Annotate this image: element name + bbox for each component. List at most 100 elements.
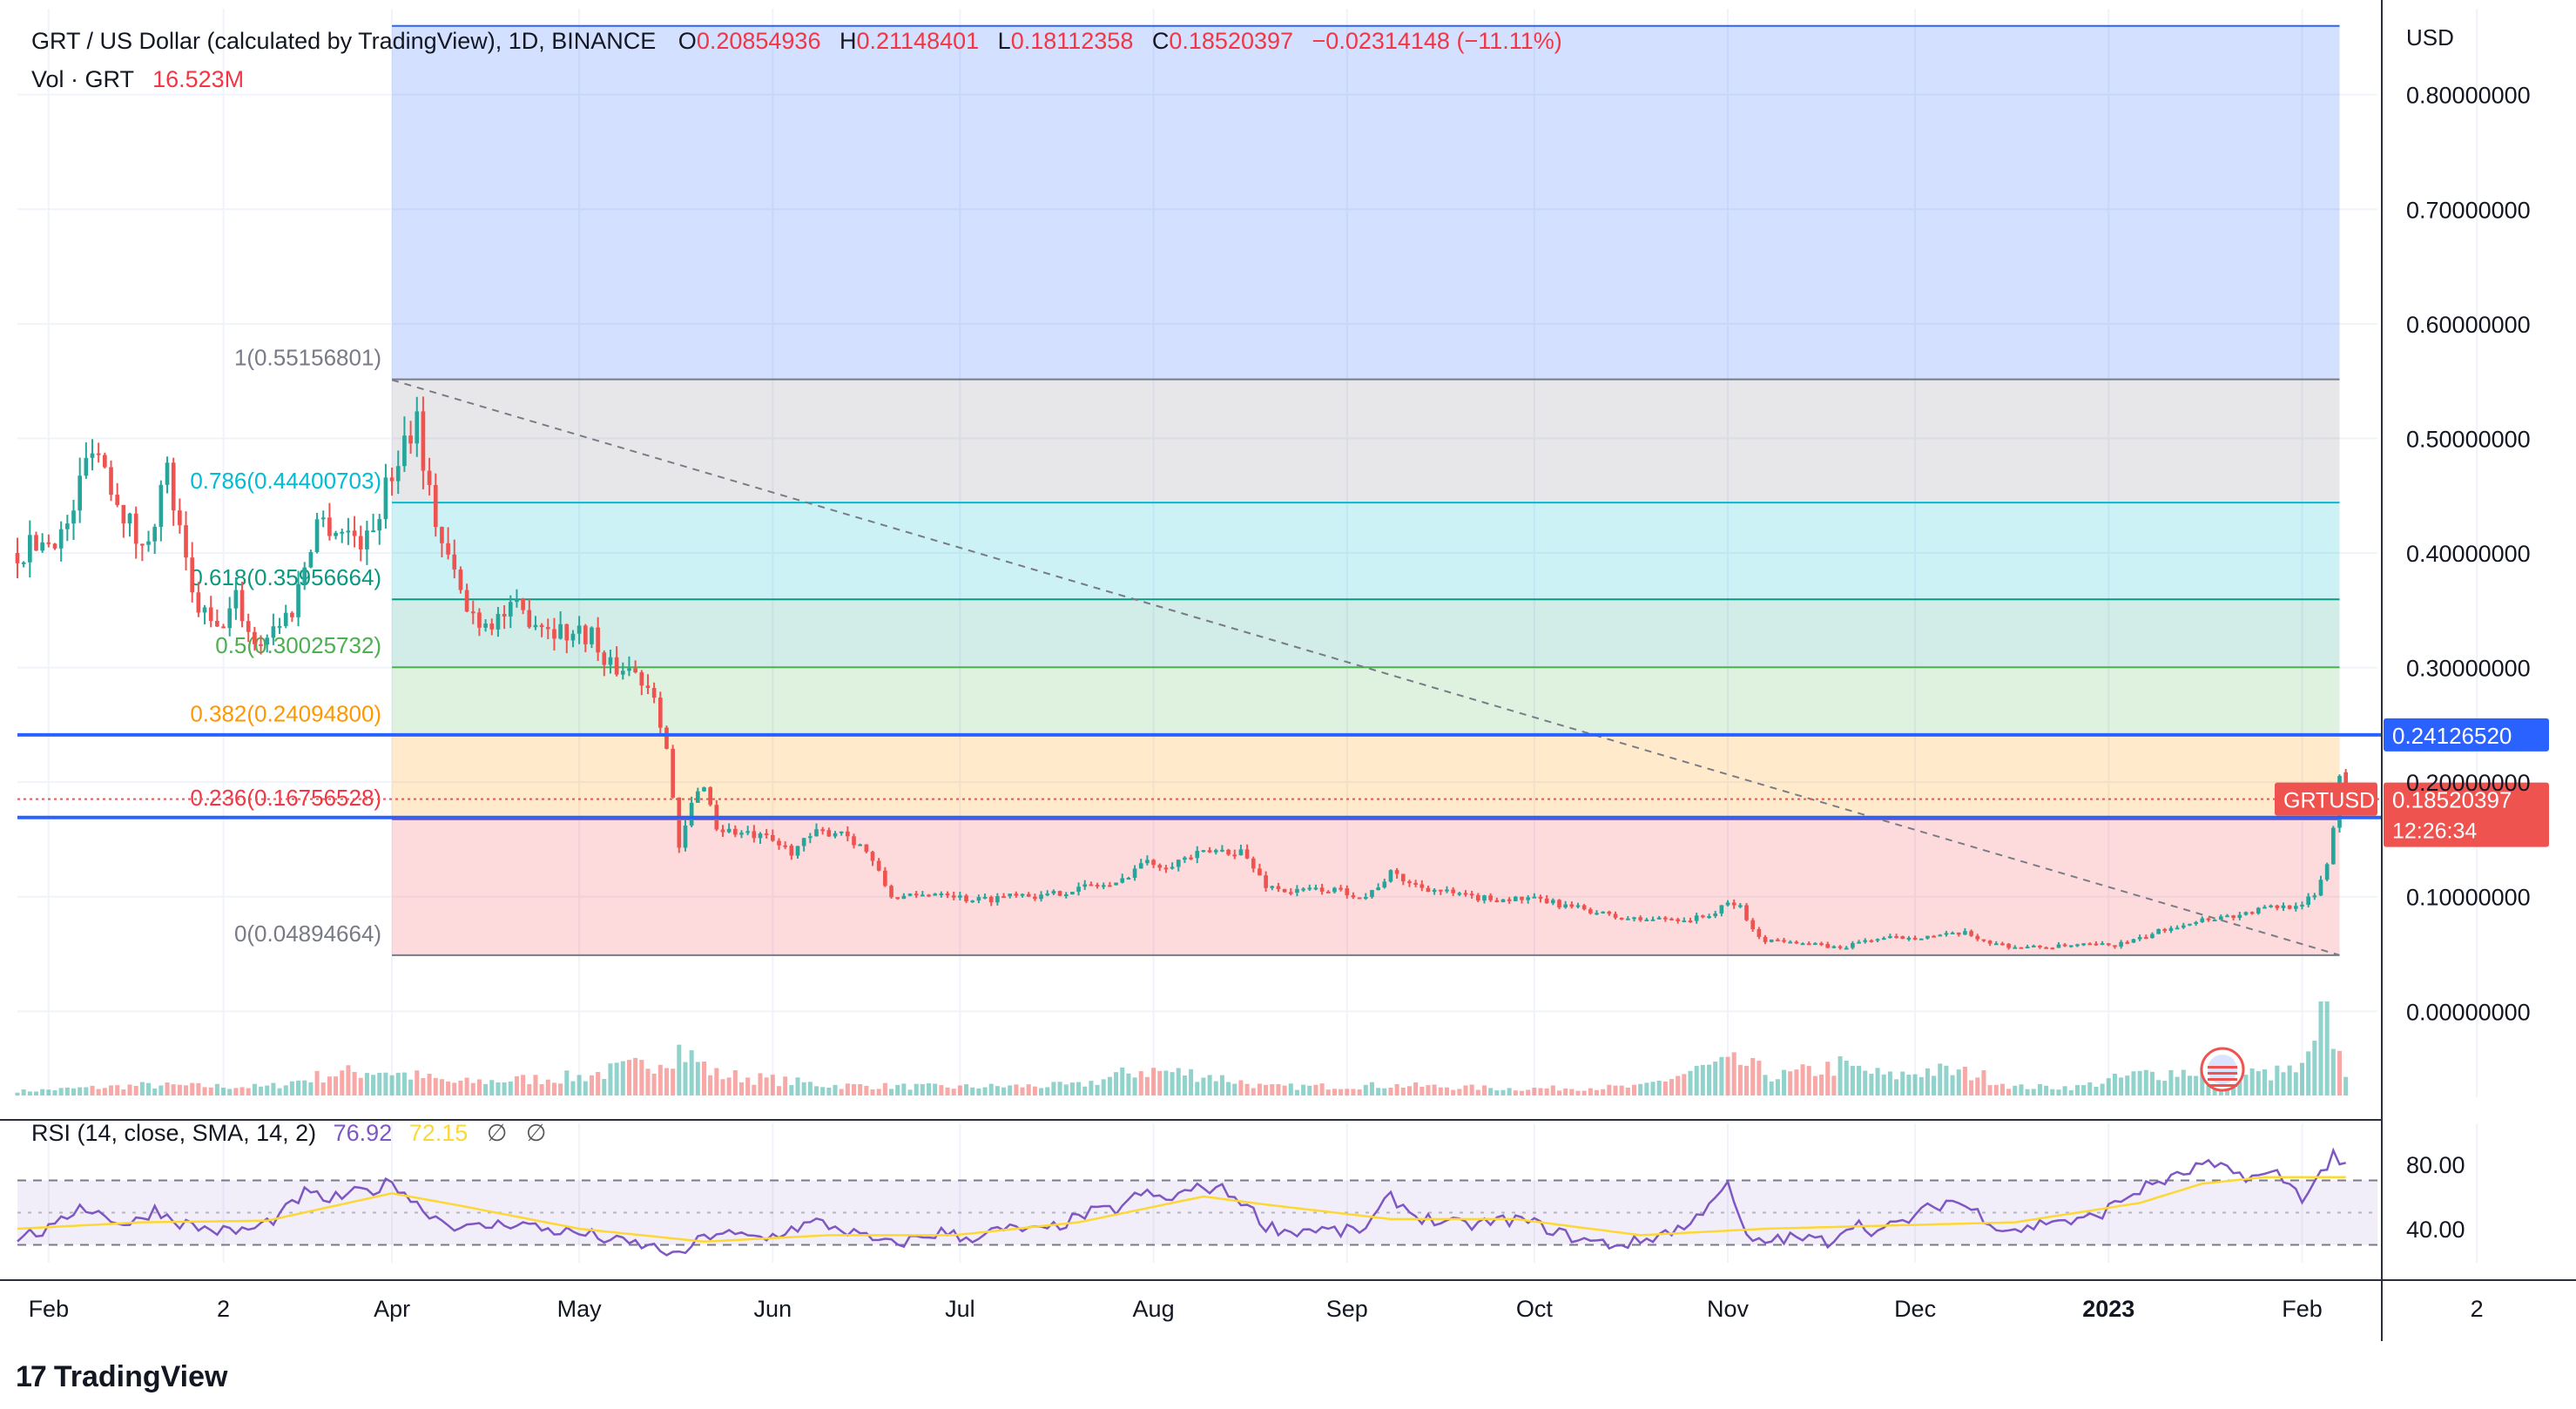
volume-bar [1226,1082,1231,1096]
candle-body [1557,900,1561,908]
volume-bar [1039,1088,1044,1096]
volume-bar [1244,1083,1250,1096]
candle-body [171,462,176,511]
volume-bar [558,1083,563,1096]
candle-body [1345,888,1350,896]
volume-bar [121,1089,126,1096]
volume-bar [2074,1084,2080,1096]
time-tick-label: Dec [1894,1296,1936,1322]
volume-bar [2025,1089,2030,1096]
candle-body [1151,860,1156,866]
volume-bar [1613,1085,1618,1096]
candle-body [677,797,682,848]
candle-body [140,543,145,546]
volume-bar [1063,1084,1069,1096]
volume-bar [1625,1087,1630,1096]
candle-body [1906,937,1912,940]
volume-bar [1301,1084,1306,1096]
volume-bar [1419,1086,1425,1096]
candle-body [758,833,763,839]
volume-bar [1794,1069,1799,1096]
volume-bar [776,1086,782,1096]
volume-bar [982,1087,988,1096]
candles [15,396,2348,950]
volume-bar [127,1084,132,1096]
volume-bar [2200,1068,2205,1096]
candle-body [1120,878,1125,883]
candle-body [1581,905,1587,910]
candle-body [858,844,863,846]
horizontal-line-price-tag [2384,718,2549,752]
candle-body [15,553,20,563]
candle-body [2044,947,2048,949]
volume-label: Vol · GRT [31,66,134,92]
candle-body [1944,933,1949,935]
candle-body [870,852,875,861]
volume-bar [502,1082,507,1096]
volume-bar [58,1088,64,1096]
volume-bar [1494,1090,1500,1096]
candle-body [1114,882,1118,886]
volume-bar [1969,1080,1974,1096]
volume-bar [1213,1081,1218,1096]
volume-bar [1076,1082,1082,1096]
candle-body [1288,892,1293,894]
volume-bar [1251,1088,1256,1096]
volume-bar [1107,1076,1112,1096]
candle-body [1307,887,1312,890]
candle-body [895,897,900,900]
volume-bar [2106,1078,2111,1096]
candle-body [1026,893,1031,897]
candle-body [1051,891,1056,894]
volume-bar [408,1079,414,1096]
tradingview-brand[interactable]: 17 TradingView [16,1360,227,1394]
candle-body [651,687,657,698]
volume-bar [352,1071,357,1096]
volume-bar [1114,1072,1119,1096]
volume-bar [2324,1001,2330,1096]
bar-countdown: 12:26:34 [2392,819,2477,844]
volume-bar [289,1081,294,1096]
candle-body [614,657,619,675]
volume-bar [789,1084,794,1096]
volume-bar [64,1087,70,1096]
candle-body [1975,935,1980,940]
candle-body [1776,939,1780,941]
candle-body [2275,905,2280,908]
candle-body [2225,915,2229,918]
candle-body [196,592,201,613]
candle-body [271,626,276,638]
candle-body [352,530,357,536]
volume-bar [1481,1085,1487,1096]
volume-bar [1594,1089,1600,1096]
candle-body [65,523,70,529]
rsi-sma-value: 72.15 [408,1120,469,1146]
horizontal-lines[interactable]: 0.241265200.16912379GRTUSD0.1852039712:2… [17,718,2549,1092]
candle-body [1569,904,1575,907]
candle-body [377,519,382,531]
rsi-hidden-icon-1[interactable]: ∅ [486,1120,508,1146]
volume-bar [633,1057,638,1096]
low-value: 0.18112358 [1010,28,1134,54]
volume-bar [551,1082,556,1096]
candle-body [1363,897,1368,900]
candle-body [1863,940,1868,942]
volume-bar [1737,1064,1743,1096]
volume-bar [651,1073,657,1096]
candle-body [726,828,732,833]
candle-body [1101,885,1106,887]
candle-body [1413,882,1418,885]
volume-bar [1144,1076,1150,1096]
volume-bar [1170,1072,1175,1096]
fib-retracement[interactable]: 1(0.55156801) 0.786(0.44400703) 0.618(0.35… [190,24,2340,956]
candle-body [2131,939,2136,943]
candle-body [1238,849,1244,856]
volume-bar [1376,1088,1381,1096]
volume-bar [1676,1075,1681,1096]
rsi-hidden-icon-2[interactable]: ∅ [525,1120,547,1146]
candle-body [2318,880,2323,896]
volume-bar [639,1060,644,1096]
candle-body [933,893,938,896]
candle-body [1339,887,1343,890]
volume-bar [2187,1075,2192,1096]
